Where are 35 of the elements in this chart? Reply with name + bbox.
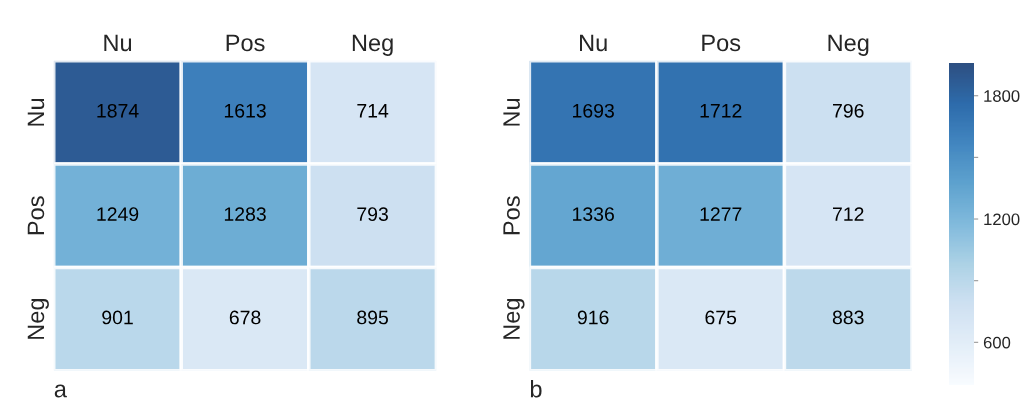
data-label: 714 <box>357 104 389 118</box>
data-label: 793 <box>357 207 388 221</box>
data-label: 1613 <box>224 103 266 118</box>
color-bar-label: 1800 <box>984 90 1020 102</box>
x-tick-label: Pos <box>702 34 741 52</box>
y-tick-label: Nu <box>27 98 45 126</box>
data-label: 1693 <box>573 103 614 118</box>
data-label: 796 <box>833 103 864 118</box>
data-label: 1712 <box>700 103 742 118</box>
data-label: 883 <box>832 310 864 325</box>
color-bar-label: 600 <box>983 336 1011 349</box>
data-label: 901 <box>102 310 133 325</box>
data-label: 895 <box>357 310 388 325</box>
data-label: 1249 <box>97 207 139 221</box>
y-tick-label: Pos <box>503 196 520 235</box>
x-tick-label: Nu <box>104 34 132 52</box>
y-tick-label: Pos <box>27 196 45 235</box>
x-tick-label: Neg <box>828 34 869 56</box>
text: b <box>530 380 542 398</box>
data-label: 1277 <box>700 207 742 221</box>
x-tick-label: Pos <box>226 34 265 52</box>
x-tick-label: Neg <box>352 34 393 56</box>
data-label: 916 <box>577 310 609 325</box>
data-label: 712 <box>833 207 864 221</box>
y-tick-label: Neg <box>503 299 525 339</box>
text: a <box>54 384 67 398</box>
x-tick-label: Nu <box>580 34 607 52</box>
data-label: 678 <box>229 310 261 325</box>
data-label: 1283 <box>224 207 266 221</box>
data-label: 1336 <box>573 207 614 221</box>
data-label: 675 <box>705 310 737 325</box>
y-tick-label: Nu <box>503 98 520 126</box>
y-tick-label: Neg <box>27 299 49 339</box>
color-bar-label: 1200 <box>984 213 1020 226</box>
data-label: 1874 <box>97 103 139 118</box>
